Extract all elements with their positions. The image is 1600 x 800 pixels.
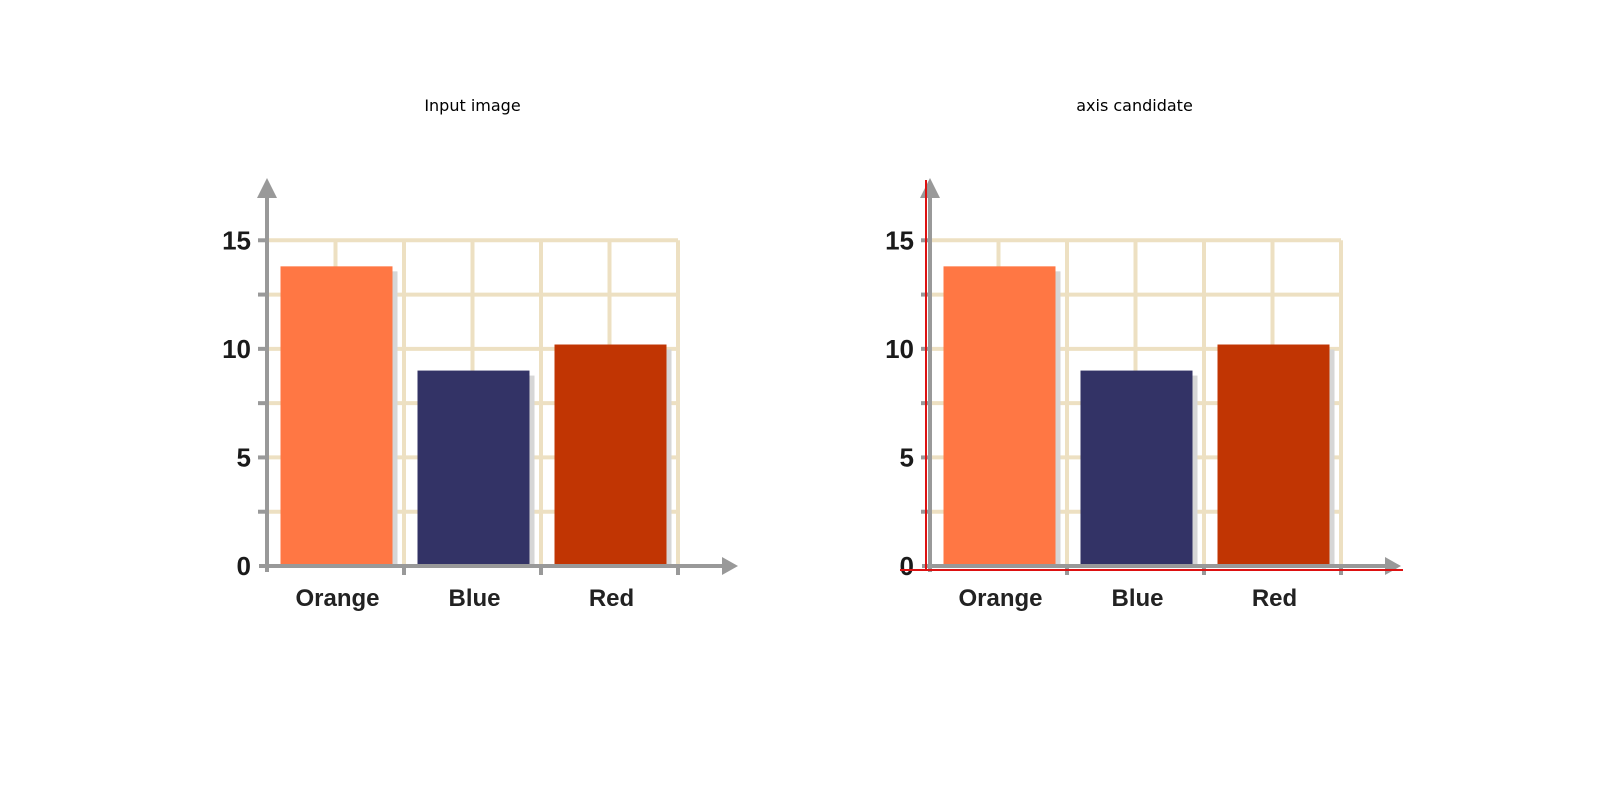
x-category-label: Red bbox=[589, 585, 634, 612]
y-tick-label: 0 bbox=[900, 551, 914, 581]
bar-orange bbox=[280, 266, 393, 566]
x-axis-arrow bbox=[722, 557, 738, 575]
bar-blue bbox=[417, 370, 530, 566]
bar-orange bbox=[943, 266, 1056, 566]
y-tick-label: 10 bbox=[885, 334, 914, 364]
bar-chart-axis-candidate: 0 5 10 15 Orange Blue Red bbox=[885, 178, 1403, 612]
y-tick-label: 5 bbox=[900, 442, 914, 472]
bar-chart-input: 0 5 10 15 Orange Blue Red bbox=[222, 178, 738, 612]
x-axis-arrow bbox=[1385, 557, 1401, 575]
panel-title: Input image bbox=[424, 96, 521, 115]
x-category-label: Blue bbox=[1111, 585, 1163, 612]
x-category-label: Orange bbox=[295, 585, 379, 612]
y-tick-label: 15 bbox=[222, 225, 251, 255]
bar-blue bbox=[1080, 370, 1193, 566]
panel-title: axis candidate bbox=[1076, 96, 1193, 115]
panel-input-image: Input image bbox=[424, 96, 520, 115]
y-tick-label: 0 bbox=[237, 551, 251, 581]
x-category-label: Orange bbox=[958, 585, 1042, 612]
chart-group: 0 5 10 15 Orange Blue Red bbox=[885, 178, 1403, 612]
y-axis-arrow bbox=[920, 178, 940, 198]
y-axis-arrow bbox=[257, 178, 277, 198]
y-tick-label: 15 bbox=[885, 225, 914, 255]
x-category-label: Blue bbox=[448, 585, 500, 612]
panel-axis-candidate: axis candidate bbox=[800, 0, 1600, 800]
y-tick-label: 5 bbox=[237, 442, 251, 472]
x-category-label: Red bbox=[1252, 585, 1297, 612]
bar-red bbox=[1217, 344, 1330, 566]
y-tick-label: 10 bbox=[222, 334, 251, 364]
bar-red bbox=[554, 344, 667, 566]
axis-candidate-overlay bbox=[900, 180, 1403, 571]
